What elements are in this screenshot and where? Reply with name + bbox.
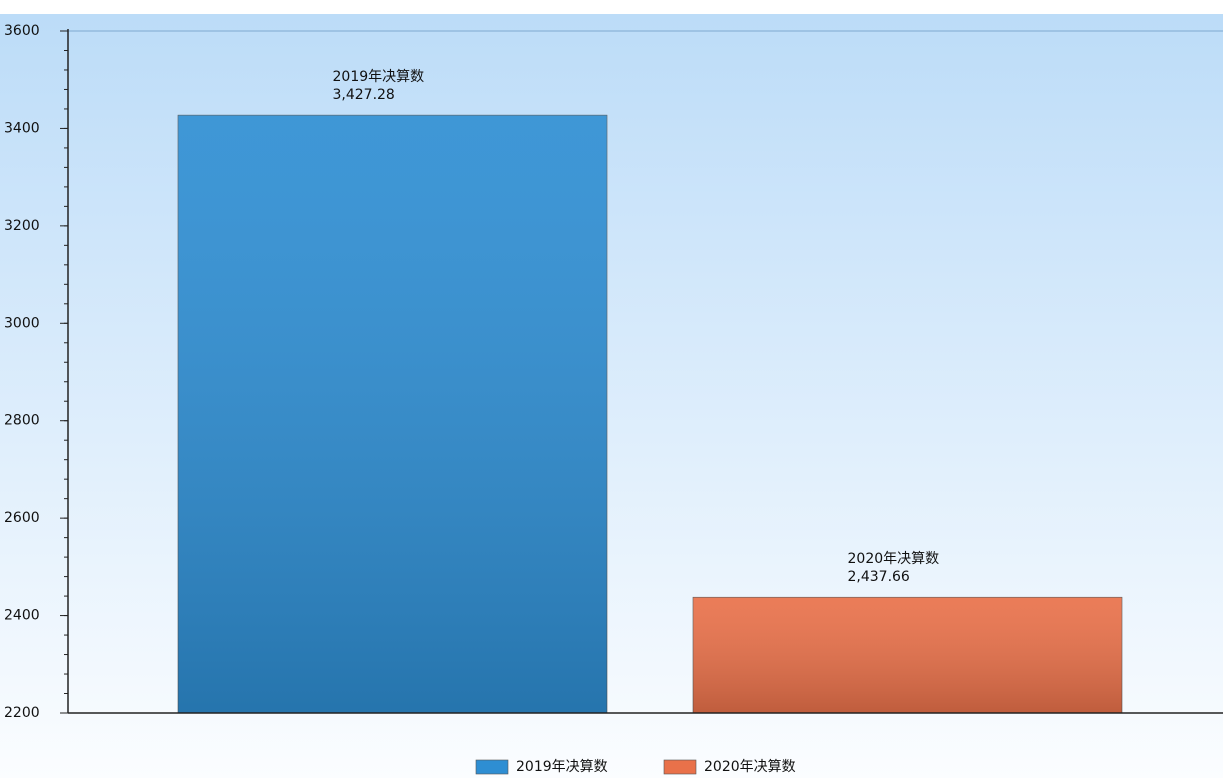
y-tick-label: 2400 [4,608,40,624]
data-label-name: 2020年决算数 [848,551,940,567]
legend-label: 2020年决算数 [704,759,796,775]
plot: 2200 2400 2600 2800 3000 3200 3400 3600 2019年决算数… [4,23,1223,775]
data-label-value: 2,437.66 [848,569,910,585]
legend-swatch [475,759,509,775]
y-tick-label: 2800 [4,413,40,429]
bar-shade [693,597,1122,713]
y-tick-label: 2200 [4,705,40,721]
data-label-name: 2019年决算数 [333,69,425,85]
y-tick-label: 3200 [4,218,40,234]
y-tick-label: 3400 [4,120,40,136]
bar-shade [178,115,607,714]
y-tick-label: 3000 [4,315,40,331]
y-tick-label: 3600 [4,23,40,39]
legend-swatch [663,759,697,775]
legend-label: 2019年决算数 [516,759,608,775]
y-tick-label: 2600 [4,510,40,526]
data-label-value: 3,427.28 [333,87,395,103]
